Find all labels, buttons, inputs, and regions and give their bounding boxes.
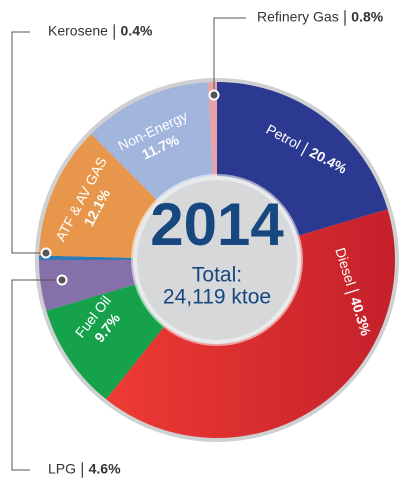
callout-line bbox=[213, 17, 246, 95]
center-total: 24,119 ktoe bbox=[163, 286, 271, 309]
callout-dot bbox=[56, 274, 68, 286]
callout-label: Kerosene 0.4% bbox=[48, 23, 153, 40]
label-value: 0.4% bbox=[121, 23, 153, 39]
segment bbox=[39, 260, 137, 311]
label-value: 4.6% bbox=[89, 461, 121, 477]
callout-label: LPG 4.6% bbox=[48, 461, 121, 478]
segment bbox=[106, 209, 396, 438]
label-name: Kerosene bbox=[48, 23, 108, 39]
segment bbox=[39, 134, 158, 258]
label-name: Refinery Gas bbox=[257, 9, 339, 25]
callout-label: Refinery Gas 0.8% bbox=[257, 9, 384, 26]
segment bbox=[46, 283, 165, 400]
callout-line bbox=[11, 31, 46, 254]
segment bbox=[217, 82, 388, 237]
segments bbox=[39, 82, 396, 438]
label-value: 0.8% bbox=[351, 9, 383, 25]
callout-line bbox=[11, 279, 62, 471]
center-year: 2014 bbox=[150, 191, 284, 258]
segment bbox=[91, 82, 213, 201]
segment bbox=[39, 255, 134, 260]
center-disk bbox=[137, 180, 297, 340]
segment bbox=[208, 82, 217, 177]
center-subtitle: Total: bbox=[192, 264, 242, 287]
label-name: LPG bbox=[48, 461, 76, 477]
label-separator bbox=[344, 288, 360, 295]
callout-dot bbox=[208, 89, 220, 101]
callout-dot bbox=[40, 247, 52, 259]
label-separator bbox=[300, 142, 309, 157]
